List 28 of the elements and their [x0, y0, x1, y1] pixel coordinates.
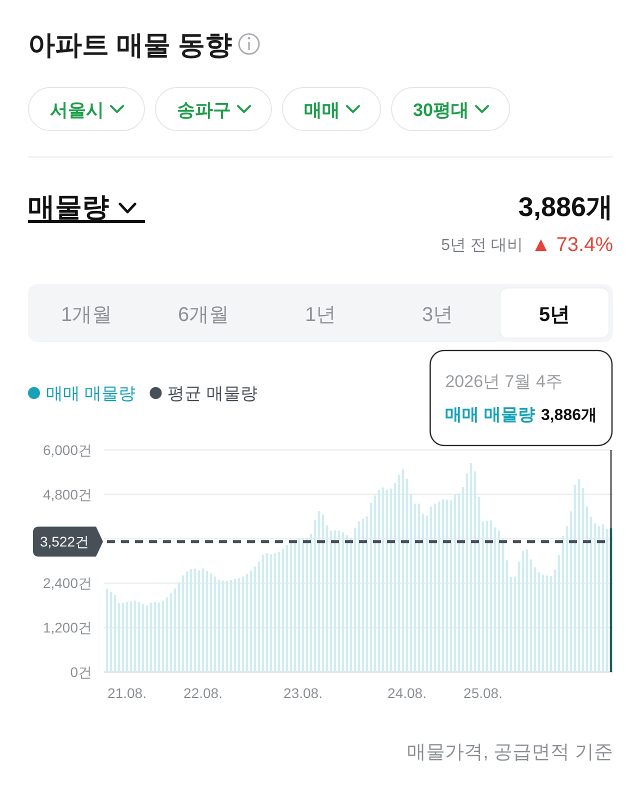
- x-tick-label: 25.08.: [464, 685, 502, 701]
- text: 1개월: [60, 304, 112, 326]
- y-tick-label: 0건: [70, 664, 92, 680]
- y-tick-label: 6,000건: [42, 442, 92, 458]
- legend-label: 평균 매물량: [168, 384, 258, 403]
- text: ▲ 73.4%: [530, 234, 614, 256]
- data-label: 3,522건: [40, 534, 89, 550]
- x-tick-label: 21.08.: [108, 685, 146, 701]
- x-tick-label: 22.08.: [184, 685, 222, 701]
- y-tick-label: 2,400건: [42, 575, 92, 592]
- text: 매물량: [28, 192, 109, 222]
- x-tick-label: 23.08.: [284, 685, 322, 701]
- text: 매물가격, 공급면적 기준: [407, 742, 613, 763]
- text: 5년 전 대비: [441, 237, 523, 254]
- text: 30평대: [413, 100, 470, 120]
- y-tick-label: 4,800건: [42, 486, 92, 502]
- text: 매매: [304, 100, 340, 120]
- text: 3,886개: [518, 192, 613, 222]
- text: 5년: [538, 304, 570, 326]
- text: 서울시: [50, 100, 104, 120]
- text: 1년: [304, 304, 336, 326]
- chart-title: 아파트 매물 동향: [28, 30, 232, 60]
- text: 6개월: [178, 304, 230, 326]
- text: 송파구: [177, 100, 231, 120]
- text: 3년: [422, 304, 454, 326]
- y-tick-label: 1,200건: [42, 620, 92, 636]
- tooltip: 2026년 7월 4주 매매 매물량 3,886개: [430, 350, 613, 446]
- x-tick-label: 24.08.: [388, 685, 426, 701]
